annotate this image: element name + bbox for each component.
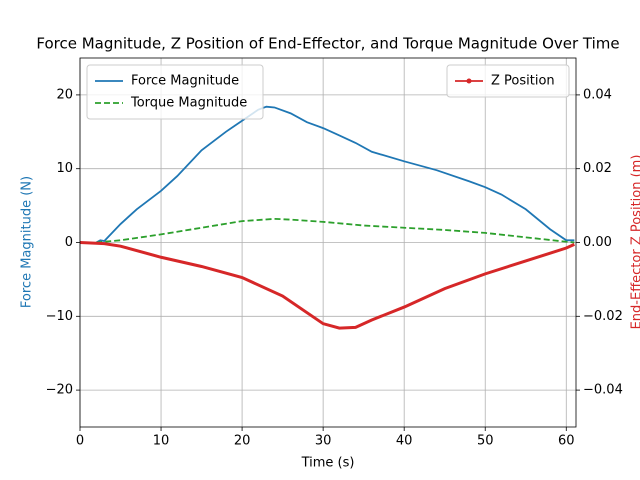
legend-label: Torque Magnitude bbox=[130, 96, 247, 111]
y2-tick-label: 0.04 bbox=[583, 87, 612, 102]
x-tick-label: 10 bbox=[153, 434, 170, 449]
y2-tick-label: 0.02 bbox=[583, 161, 612, 176]
y2-tick-label: −0.02 bbox=[583, 309, 623, 324]
series-line bbox=[95, 105, 575, 244]
series-line bbox=[80, 241, 576, 330]
x-axis-label: Time (s) bbox=[301, 456, 355, 471]
y2-tick-label: −0.04 bbox=[583, 383, 623, 398]
x-tick-label: 20 bbox=[234, 434, 251, 449]
y2-tick-label: 0.00 bbox=[583, 235, 612, 250]
y-tick-label: −20 bbox=[46, 383, 73, 398]
x-tick-label: 40 bbox=[396, 434, 413, 449]
x-tick-label: 0 bbox=[76, 434, 84, 449]
y-tick-label: 0 bbox=[65, 235, 73, 250]
legend-marker bbox=[466, 78, 472, 84]
y-tick-label: 20 bbox=[56, 87, 73, 102]
series-line bbox=[96, 217, 575, 244]
axes-frame bbox=[79, 57, 577, 428]
x-tick-label: 60 bbox=[558, 434, 575, 449]
legend-box bbox=[86, 64, 264, 120]
x-tick-label: 50 bbox=[477, 434, 494, 449]
y2-axis-label: End-Effector Z Position (m) bbox=[630, 155, 640, 330]
legend-label: Z Position bbox=[491, 74, 555, 89]
legend-label: Force Magnitude bbox=[131, 74, 239, 89]
chart-title: Force Magnitude, Z Position of End-Effec… bbox=[36, 35, 619, 53]
series-layer bbox=[80, 105, 576, 330]
y-tick-label: 10 bbox=[56, 161, 73, 176]
y-tick-label: −10 bbox=[46, 309, 73, 324]
x-tick-label: 30 bbox=[315, 434, 332, 449]
legend-box bbox=[446, 64, 570, 98]
y-axis-label: Force Magnitude (N) bbox=[20, 176, 35, 308]
